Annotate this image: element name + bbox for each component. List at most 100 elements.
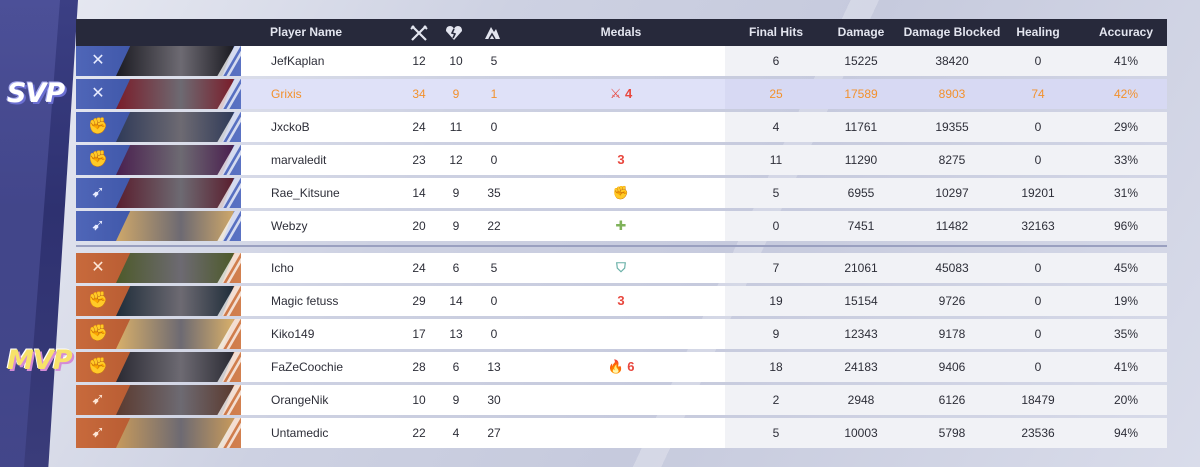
hero-portrait: ✊ <box>76 286 241 316</box>
assists-value: 35 <box>487 186 501 200</box>
assists-value: 0 <box>490 120 498 134</box>
stats-shade <box>725 46 1167 76</box>
damage-blocked-value: 9726 <box>938 294 966 308</box>
player-row[interactable]: ✕ JefKaplan 12 10 5 6 15225 38420 0 41% <box>76 46 1167 76</box>
healing-value: 18479 <box>1021 393 1055 407</box>
damage-value: 21061 <box>844 261 878 275</box>
stats-shade <box>725 352 1167 382</box>
assists-value: 5 <box>490 54 498 68</box>
stats-shade <box>725 211 1167 241</box>
player-row[interactable]: ✕ Grixis 34 9 1 ⚔ 4 25 17589 8903 74 42% <box>76 79 1167 109</box>
kills-value: 22 <box>412 426 426 440</box>
damage-blocked-value: 5798 <box>938 426 966 440</box>
healing-value: 74 <box>1031 87 1045 101</box>
player-row[interactable]: ➹ Webzy 20 9 22 ✚ 0 7451 11482 32163 96% <box>76 211 1167 241</box>
final-hits-value: 7 <box>772 261 780 275</box>
healing-value: 23536 <box>1021 426 1055 440</box>
player-name: Kiko149 <box>271 327 315 341</box>
kills-value: 14 <box>412 186 426 200</box>
medal-value <box>571 418 671 448</box>
player-row[interactable]: ➹ Untamedic 22 4 27 5 10003 5798 23536 94% <box>76 418 1167 448</box>
scoreboard-header: Player Name Medals Final Hits Damage Dam… <box>76 19 1167 46</box>
assists-header-icon <box>481 19 503 46</box>
hero-art <box>116 286 234 316</box>
player-row[interactable]: ✊ Magic fetuss 29 14 0 3 19 15154 9726 0 19% <box>76 286 1167 316</box>
header-accuracy: Accuracy <box>1098 25 1154 39</box>
assists-value: 5 <box>490 261 498 275</box>
player-row[interactable]: ✊ FaZeCoochie 28 6 13 🔥 6 18 24183 9406 0 41% <box>76 352 1167 382</box>
damage-blocked-value: 45083 <box>935 261 969 275</box>
kills-value: 20 <box>412 219 426 233</box>
damage-blocked-value: 8275 <box>938 153 966 167</box>
kills-value: 34 <box>412 87 426 101</box>
damage-value: 15154 <box>844 294 878 308</box>
kills-value: 23 <box>412 153 426 167</box>
player-rows: ✕ JefKaplan 12 10 5 6 15225 38420 0 41% ✕ Grixis 34 9… <box>76 46 1167 456</box>
player-row[interactable]: ✕ Icho 24 6 5 ⛉ 7 21061 45083 0 45% <box>76 253 1167 283</box>
stats-shade <box>725 418 1167 448</box>
assists-value: 0 <box>490 153 498 167</box>
assists-value: 0 <box>490 294 498 308</box>
header-damage: Damage <box>837 25 885 39</box>
accuracy-value: 94% <box>1113 426 1139 440</box>
damage-blocked-value: 9178 <box>938 327 966 341</box>
accuracy-value: 41% <box>1113 360 1139 374</box>
hero-portrait: ➹ <box>76 211 241 241</box>
player-row[interactable]: ➹ Rae_Kitsune 14 9 35 ✊ 5 6955 10297 19201 31% <box>76 178 1167 208</box>
duelist-role-icon: ✊ <box>88 325 108 342</box>
hero-portrait: ➹ <box>76 178 241 208</box>
kills-value: 12 <box>412 54 426 68</box>
strategist-role-icon: ➹ <box>91 391 105 408</box>
assists-value: 0 <box>490 327 498 341</box>
stats-shade <box>725 253 1167 283</box>
stats-shade <box>725 385 1167 415</box>
accuracy-value: 19% <box>1113 294 1139 308</box>
duelist-role-icon: ✊ <box>88 292 108 309</box>
healing-value: 0 <box>1034 54 1042 68</box>
medal-value <box>571 319 671 349</box>
player-name: Rae_Kitsune <box>271 186 340 200</box>
deaths-value: 4 <box>452 426 460 440</box>
deaths-value: 10 <box>449 54 463 68</box>
deaths-value: 14 <box>449 294 463 308</box>
medal-value: 🔥 6 <box>607 359 635 374</box>
damage-value: 17589 <box>844 87 878 101</box>
final-hits-value: 25 <box>769 87 783 101</box>
player-row[interactable]: ✊ Kiko149 17 13 0 9 12343 9178 0 35% <box>76 319 1167 349</box>
kills-value: 29 <box>412 294 426 308</box>
accuracy-value: 20% <box>1113 393 1139 407</box>
accuracy-value: 35% <box>1113 327 1139 341</box>
header-damage-blocked: Damage Blocked <box>903 25 1001 39</box>
deaths-value: 11 <box>449 120 463 134</box>
player-row[interactable]: ✊ marvaledit 23 12 0 3 11 11290 8275 0 33% <box>76 145 1167 175</box>
damage-blocked-value: 6126 <box>938 393 966 407</box>
hero-art <box>116 211 234 241</box>
team-divider <box>76 245 1167 247</box>
mvp-badge: MVP <box>7 345 73 376</box>
deaths-value: 12 <box>449 153 463 167</box>
accuracy-value: 96% <box>1113 219 1139 233</box>
player-name: JefKaplan <box>271 54 325 68</box>
medal-value: ⚔ 4 <box>609 86 633 101</box>
damage-value: 24183 <box>844 360 878 374</box>
duelist-role-icon: ✊ <box>88 358 108 375</box>
player-row[interactable]: ➹ OrangeNik 10 9 30 2 2948 6126 18479 20% <box>76 385 1167 415</box>
healing-value: 19201 <box>1021 186 1055 200</box>
duelist-role-icon: ✊ <box>88 151 108 168</box>
final-hits-value: 19 <box>769 294 783 308</box>
player-row[interactable]: ✊ JxckoB 24 11 0 4 11761 19355 0 29% <box>76 112 1167 142</box>
final-hits-value: 4 <box>772 120 780 134</box>
deaths-value: 6 <box>452 360 460 374</box>
deaths-header-icon <box>443 19 465 46</box>
scoreboard: Player Name Medals Final Hits Damage Dam… <box>76 19 1167 46</box>
assists-value: 22 <box>487 219 501 233</box>
final-hits-value: 5 <box>772 426 780 440</box>
final-hits-value: 11 <box>769 153 783 167</box>
hero-art <box>116 46 234 76</box>
player-name: Untamedic <box>271 426 329 440</box>
final-hits-value: 9 <box>772 327 780 341</box>
header-player-name: Player Name <box>270 25 343 39</box>
medal-value: ✊ <box>612 185 630 200</box>
hero-art <box>116 79 234 109</box>
medal-value: ✚ <box>615 218 627 233</box>
